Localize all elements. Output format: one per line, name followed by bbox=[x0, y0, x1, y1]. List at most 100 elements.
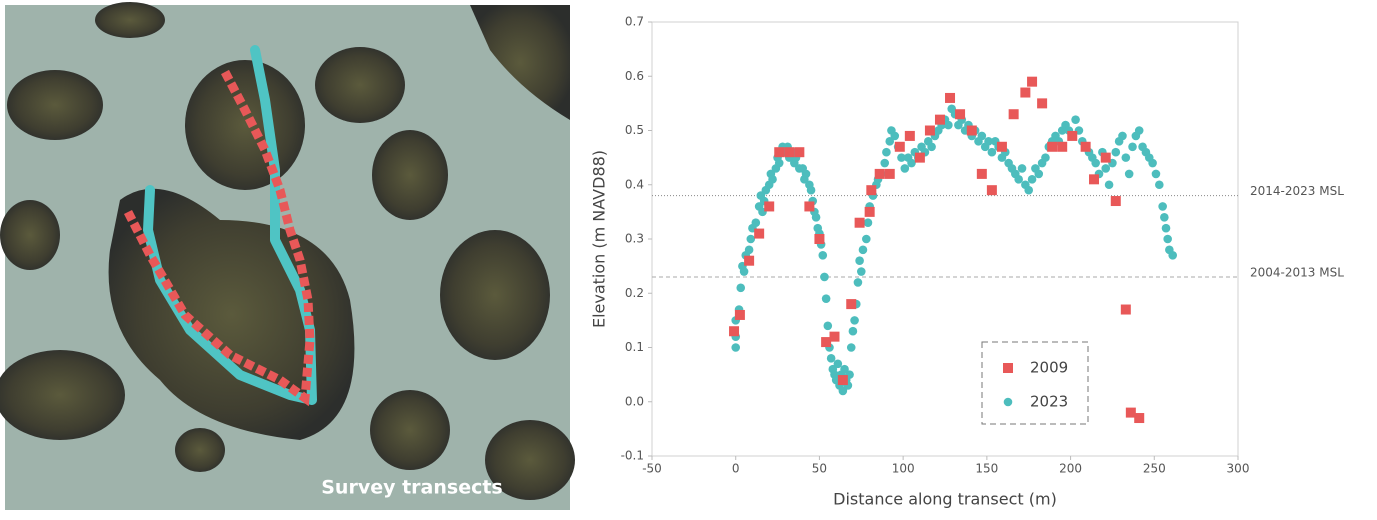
data-point bbox=[846, 299, 857, 310]
data-point bbox=[890, 131, 900, 141]
data-point bbox=[1163, 234, 1172, 244]
data-point bbox=[1037, 98, 1048, 109]
data-point bbox=[1027, 76, 1038, 87]
data-point bbox=[856, 267, 866, 276]
data-point bbox=[784, 147, 795, 158]
island bbox=[470, 5, 570, 120]
data-point bbox=[955, 109, 966, 120]
data-point bbox=[840, 364, 849, 374]
data-point bbox=[854, 217, 865, 228]
data-point bbox=[853, 278, 863, 287]
data-point bbox=[731, 343, 741, 352]
data-point bbox=[1120, 304, 1131, 315]
data-point bbox=[729, 326, 740, 337]
data-point bbox=[848, 326, 858, 336]
data-point bbox=[1101, 164, 1111, 173]
y-tick-label: 0.6 bbox=[625, 69, 644, 83]
data-point bbox=[897, 153, 906, 162]
data-point bbox=[1134, 413, 1145, 424]
y-tick-label: 0.1 bbox=[625, 340, 644, 354]
y-tick-label: 0.7 bbox=[625, 15, 644, 29]
data-point bbox=[1124, 169, 1134, 179]
island bbox=[485, 420, 575, 500]
data-point bbox=[874, 168, 885, 179]
transect-2009 bbox=[123, 69, 315, 407]
legend-label: 2023 bbox=[1030, 393, 1068, 411]
data-point bbox=[1134, 126, 1144, 135]
island bbox=[440, 230, 550, 360]
data-point bbox=[1128, 142, 1137, 152]
x-tick-label: -50 bbox=[642, 462, 662, 476]
data-point bbox=[1080, 141, 1091, 152]
data-point bbox=[1071, 115, 1080, 124]
data-point bbox=[884, 168, 895, 179]
data-point bbox=[1125, 407, 1136, 418]
data-point bbox=[1024, 185, 1034, 195]
island bbox=[370, 390, 450, 470]
reference-label: 2014-2023 MSL bbox=[1250, 184, 1344, 198]
data-point bbox=[966, 125, 977, 136]
data-point bbox=[1041, 153, 1050, 162]
data-point bbox=[814, 234, 825, 244]
data-point bbox=[1110, 196, 1121, 207]
data-point bbox=[976, 168, 987, 179]
y-tick-label: 0.2 bbox=[625, 286, 644, 300]
data-point bbox=[914, 152, 925, 163]
data-point bbox=[837, 375, 848, 386]
data-point bbox=[774, 147, 785, 158]
data-point bbox=[1155, 180, 1164, 190]
x-axis-title: Distance along transect (m) bbox=[833, 490, 1057, 509]
data-point bbox=[858, 245, 868, 255]
data-point bbox=[850, 316, 859, 325]
data-point bbox=[811, 213, 821, 222]
data-point bbox=[907, 158, 916, 168]
y-tick-label: 0.3 bbox=[625, 232, 644, 246]
data-point bbox=[927, 142, 936, 152]
data-point bbox=[768, 175, 777, 184]
legend-marker bbox=[1003, 397, 1013, 407]
data-point bbox=[818, 250, 828, 260]
x-tick-label: 0 bbox=[732, 462, 740, 476]
data-point bbox=[855, 256, 864, 266]
data-point bbox=[1014, 175, 1023, 184]
y-tick-label: 0.0 bbox=[625, 394, 644, 408]
data-point bbox=[833, 359, 843, 369]
data-point bbox=[801, 169, 811, 179]
data-point bbox=[1161, 223, 1171, 233]
data-point bbox=[1027, 175, 1037, 184]
data-point bbox=[1057, 141, 1068, 152]
data-point bbox=[863, 218, 873, 228]
data-point bbox=[734, 309, 745, 320]
image-caption: Survey transects bbox=[321, 477, 503, 499]
data-point bbox=[1017, 164, 1027, 173]
data-point bbox=[1111, 147, 1121, 157]
data-point bbox=[1121, 153, 1131, 162]
data-point bbox=[1160, 213, 1169, 222]
data-point bbox=[894, 141, 905, 152]
data-point bbox=[821, 294, 831, 303]
y-tick-label: 0.5 bbox=[625, 123, 644, 137]
data-point bbox=[977, 131, 987, 141]
data-point bbox=[821, 337, 832, 348]
island bbox=[95, 2, 165, 38]
data-point bbox=[826, 354, 836, 363]
data-point bbox=[1020, 87, 1031, 98]
aerial-image: Survey transects bbox=[0, 2, 575, 510]
data-point bbox=[900, 164, 910, 173]
x-tick-label: 250 bbox=[1143, 462, 1166, 476]
data-point bbox=[882, 147, 891, 157]
data-point bbox=[804, 201, 815, 212]
data-point bbox=[744, 245, 754, 255]
y-tick-label: -0.1 bbox=[621, 449, 644, 463]
data-point bbox=[866, 185, 877, 196]
data-point bbox=[754, 228, 765, 239]
data-point bbox=[1067, 130, 1078, 141]
island bbox=[7, 70, 103, 140]
data-point bbox=[739, 267, 749, 276]
data-point bbox=[934, 114, 945, 125]
island bbox=[108, 188, 355, 440]
island bbox=[0, 200, 60, 270]
data-point bbox=[744, 255, 755, 266]
data-point bbox=[1151, 169, 1161, 179]
